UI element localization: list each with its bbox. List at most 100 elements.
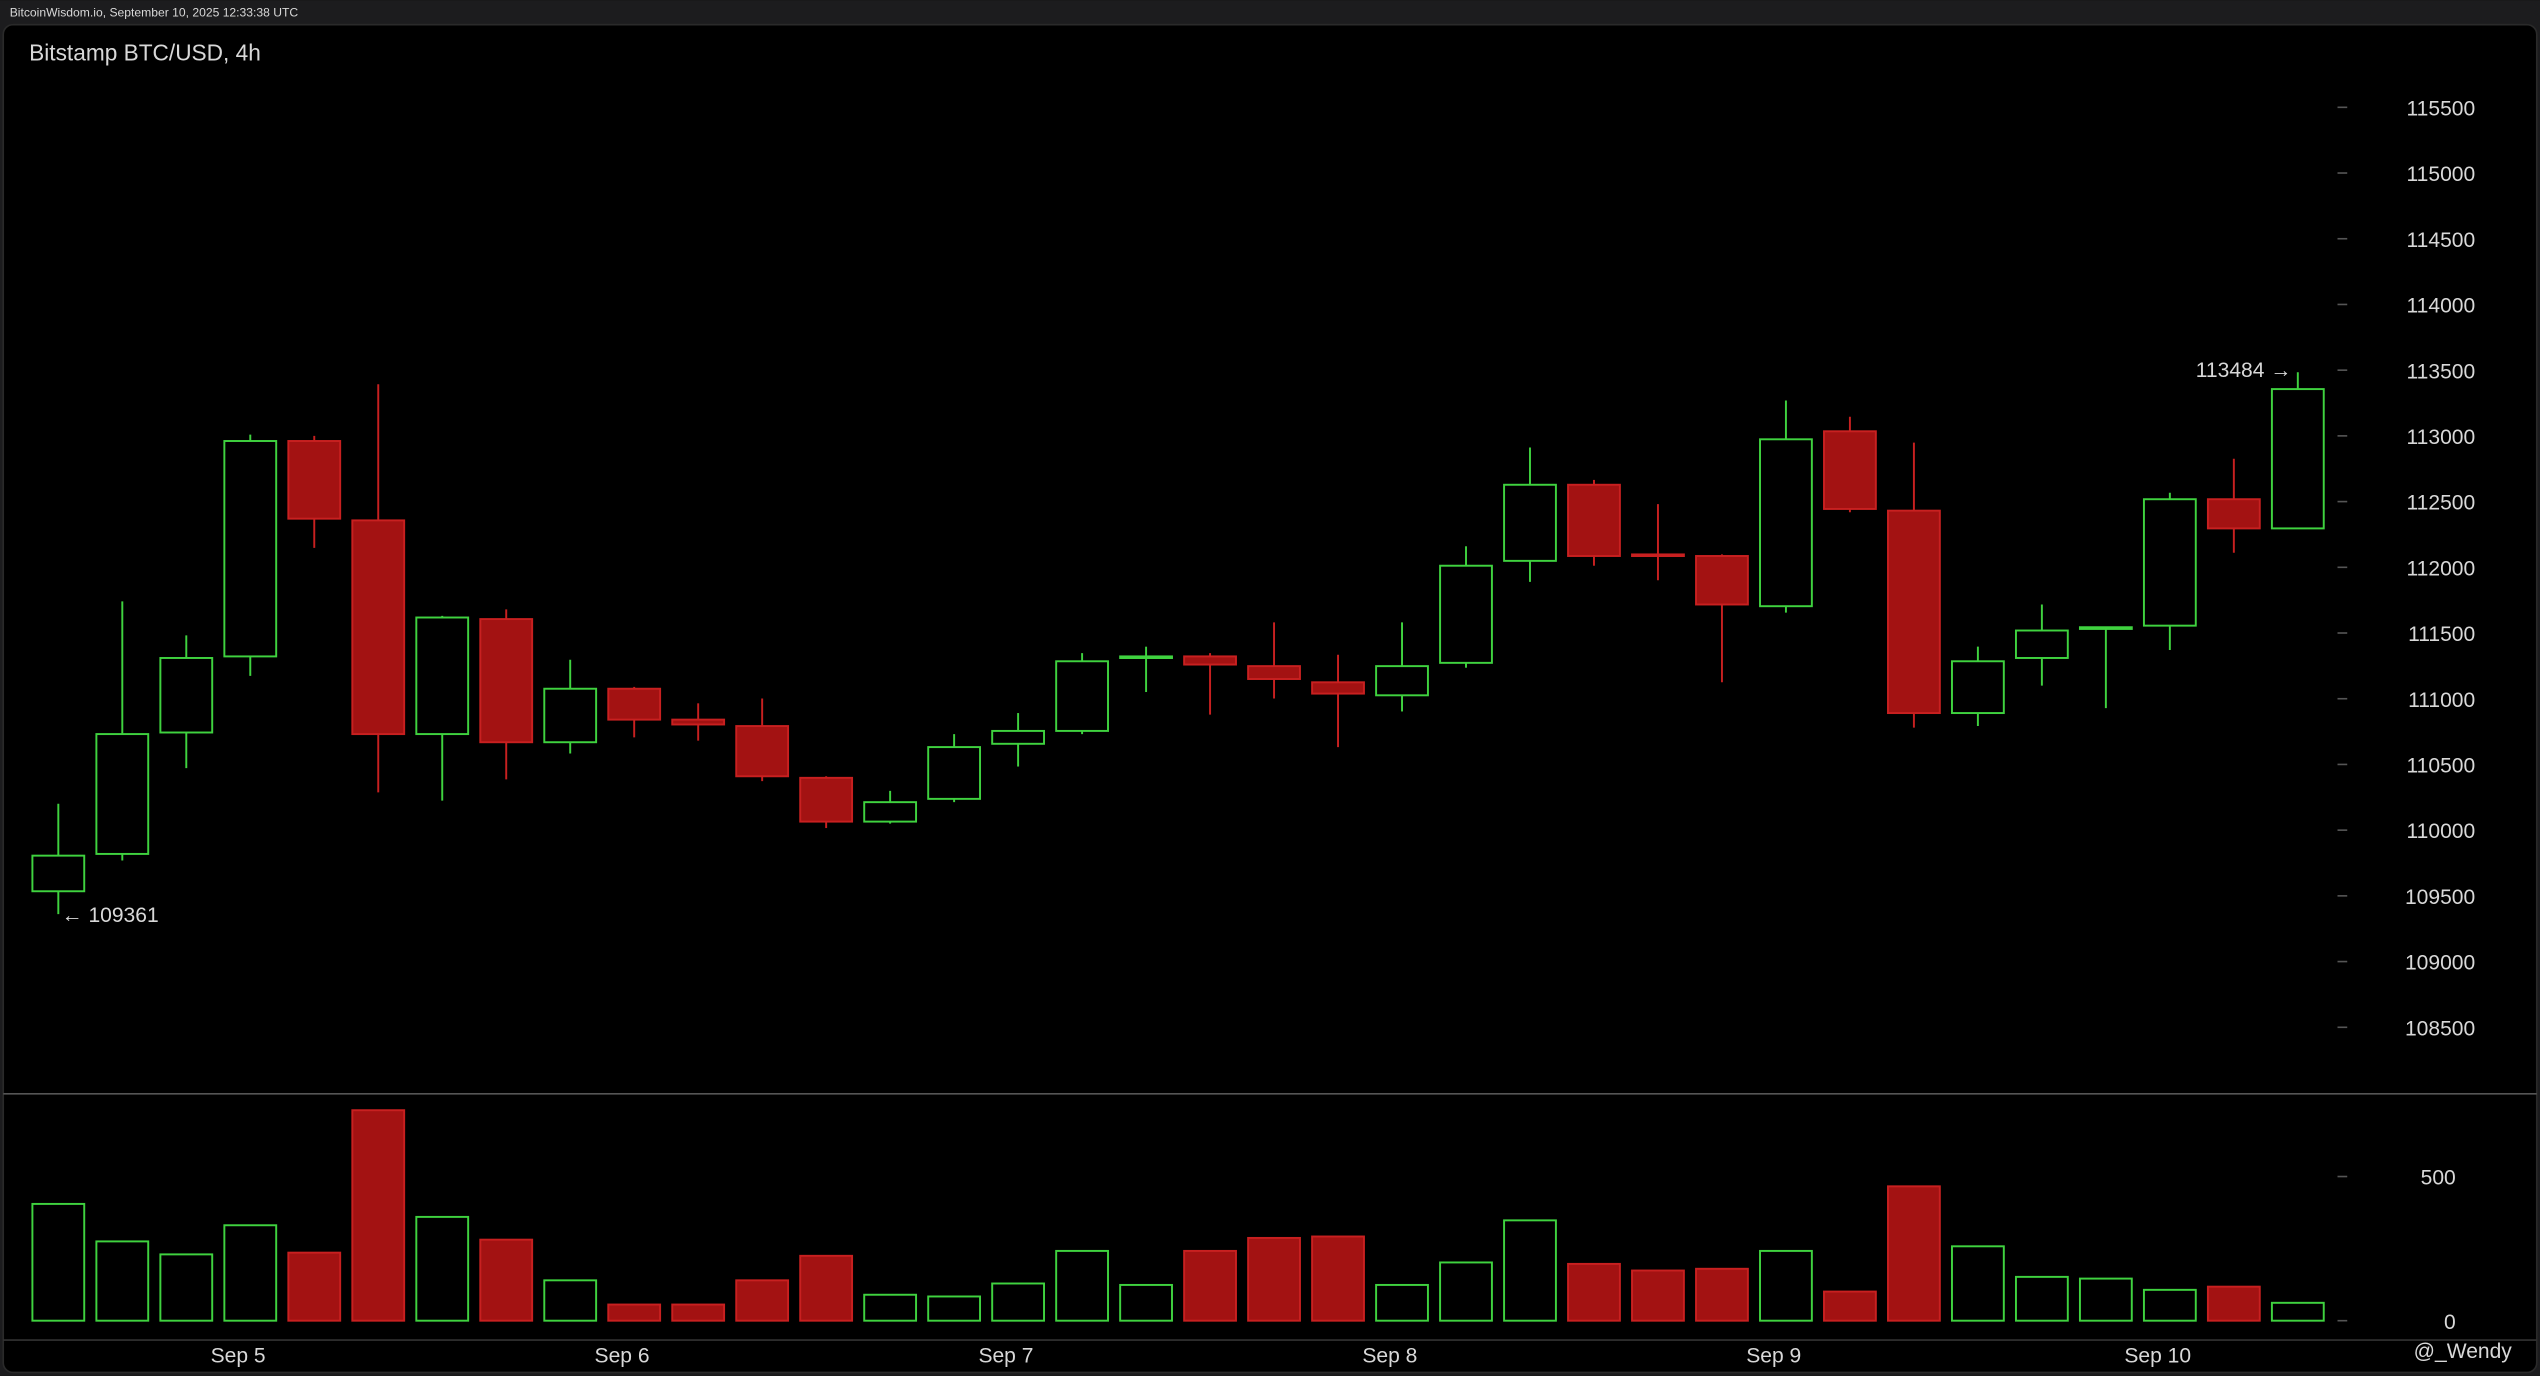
candle-body [735, 725, 790, 778]
volume-bar [927, 1295, 982, 1322]
candle-body [671, 718, 726, 726]
volume-bar [607, 1303, 662, 1322]
y-tick-label: 114500 [2407, 229, 2476, 252]
y-tick-label: 112000 [2407, 557, 2476, 580]
volume-bar [2078, 1277, 2133, 1322]
volume-bar [735, 1279, 790, 1322]
x-tick-label: Sep 10 [2124, 1345, 2191, 1368]
candle-body [799, 776, 854, 823]
volume-tick-label: 500 [2421, 1167, 2456, 1190]
y-tick-label: 108500 [2405, 1017, 2475, 1040]
volume-bar [1183, 1249, 1237, 1322]
candle-body [1503, 483, 1557, 562]
volume-bar [2270, 1301, 2325, 1322]
volume-bar [2142, 1288, 2197, 1322]
low-annotation: ← 109361 [62, 904, 159, 927]
x-tick-label: Sep 7 [978, 1345, 1033, 1368]
header: BitcoinWisdom.io, September 10, 2025 12:… [10, 6, 299, 20]
candle-body [223, 440, 278, 658]
volume-bar [1375, 1283, 1429, 1322]
volume-bar [799, 1254, 854, 1322]
chart-panel [2, 23, 2538, 1374]
y-tick-label: 109000 [2405, 952, 2475, 975]
x-tick-label: Sep 9 [1746, 1345, 1801, 1368]
x-tick-label: Sep 6 [595, 1345, 650, 1368]
y-tick-label: 109500 [2405, 886, 2475, 909]
volume-bar [95, 1240, 150, 1322]
candle-body [159, 657, 214, 734]
candle-body [2142, 498, 2197, 627]
candle-body [1887, 509, 1941, 715]
volume-bar [1503, 1219, 1557, 1322]
candle-body [1759, 438, 1813, 608]
volume-bar [1439, 1261, 1493, 1322]
y-tick-label: 110500 [2407, 755, 2476, 778]
volume-bar [351, 1109, 406, 1322]
y-tick-label: 113500 [2407, 360, 2476, 383]
candle-body [1375, 665, 1429, 697]
candle-body [479, 618, 534, 744]
y-tick-label: 110000 [2407, 820, 2476, 843]
high-annotation: 113484 → [2196, 359, 2292, 382]
volume-bar [223, 1224, 278, 1322]
volume-bar [31, 1202, 86, 1322]
volume-bar [863, 1293, 918, 1322]
candle-body [1247, 665, 1301, 680]
candle-body [607, 687, 662, 721]
candle-body [1055, 660, 1109, 732]
volume-bar [1887, 1185, 1941, 1322]
candle-body [1311, 681, 1365, 695]
volume-bar [543, 1279, 598, 1322]
candle-body [1119, 655, 1173, 659]
candle-body [2270, 388, 2325, 530]
candle-body [543, 687, 598, 744]
y-tick-label: 112500 [2407, 492, 2476, 515]
y-tick-label: 115500 [2407, 97, 2476, 120]
volume-bar [1055, 1249, 1109, 1322]
candle-body [863, 801, 918, 823]
candle-body [991, 729, 1045, 745]
candle-body [1183, 655, 1237, 666]
volume-bar [1759, 1249, 1813, 1322]
candle-body [2014, 629, 2069, 659]
volume-bar [1119, 1283, 1173, 1322]
candle-body [351, 519, 406, 736]
candle-body [1823, 430, 1877, 510]
volume-bar [1695, 1267, 1749, 1322]
volume-bar [1823, 1290, 1877, 1322]
watermark: @_Wendy [2414, 1340, 2513, 1363]
candle-body [31, 854, 86, 893]
candle-body [1439, 564, 1493, 664]
volume-bar [479, 1238, 534, 1322]
candle-body [287, 440, 342, 520]
volume-bar [671, 1303, 726, 1322]
volume-bar [415, 1215, 470, 1322]
y-tick-label: 111500 [2408, 623, 2475, 646]
volume-bar [1247, 1236, 1301, 1322]
volume-bar [1311, 1235, 1365, 1322]
candle-body [95, 733, 150, 855]
candle-body [1567, 483, 1621, 557]
x-tick-label: Sep 5 [211, 1345, 266, 1368]
volume-bar [2206, 1285, 2261, 1322]
volume-bar [2014, 1275, 2069, 1322]
volume-bar [287, 1251, 342, 1322]
candle-body [1951, 660, 2005, 715]
volume-bar [1631, 1269, 1685, 1322]
y-tick-label: 113000 [2407, 426, 2476, 449]
volume-bar [1567, 1262, 1621, 1322]
plot: 108500 109000 109500 110000 110500 111000 1115… [31, 97, 2476, 1368]
volume-bar [991, 1282, 1045, 1322]
chart-title: Bitstamp BTC/USD, 4h [29, 39, 261, 65]
y-tick-label: 114000 [2407, 295, 2476, 318]
candle-body [1631, 553, 1685, 558]
candle-body [1695, 555, 1749, 606]
candle-body [415, 616, 470, 736]
y-tick-label: 115000 [2407, 163, 2476, 186]
volume-bar [1951, 1245, 2005, 1322]
candle-body [2206, 498, 2261, 530]
candle-body [2078, 626, 2133, 630]
y-tick-label: 111000 [2408, 689, 2475, 712]
volume-tick-label: 0 [2444, 1311, 2456, 1334]
